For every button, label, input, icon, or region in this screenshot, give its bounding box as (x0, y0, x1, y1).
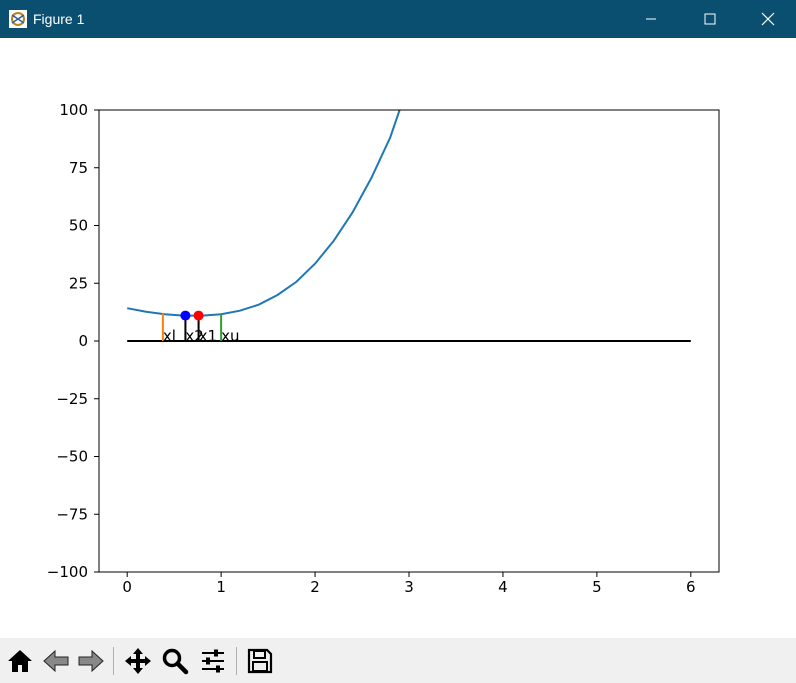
y-tick-label: 50 (69, 217, 88, 235)
minimize-button[interactable] (622, 0, 680, 38)
y-tick-label: −25 (56, 390, 88, 408)
x-tick-label: 3 (404, 578, 414, 596)
x-tick-label: 1 (216, 578, 226, 596)
x-tick-label: 6 (686, 578, 696, 596)
navigation-toolbar (0, 638, 796, 683)
y-tick-label: −75 (56, 505, 88, 523)
forward-button[interactable] (75, 645, 107, 677)
maximize-button[interactable] (681, 0, 739, 38)
series-line (127, 110, 401, 317)
marker-label-xu: xu (221, 327, 239, 345)
matplotlib-app-icon (8, 9, 28, 29)
x-tick-label: 5 (592, 578, 602, 596)
configure-subplots-button[interactable] (197, 645, 229, 677)
data-point (180, 310, 191, 321)
move-icon (125, 648, 151, 674)
x-tick-label: 4 (498, 578, 508, 596)
magnifier-icon (162, 648, 189, 675)
toolbar-separator (236, 647, 237, 675)
close-icon (761, 12, 775, 26)
window-titlebar: Figure 1 (0, 0, 796, 38)
marker-label-xl: xl (163, 327, 176, 345)
y-tick-label: −100 (47, 563, 88, 581)
window-title: Figure 1 (33, 11, 85, 27)
y-tick-label: 25 (69, 274, 88, 292)
floppy-disk-icon (247, 648, 273, 674)
x-tick-label: 0 (122, 578, 132, 596)
back-arrow-icon (43, 649, 69, 673)
y-tick-label: 0 (78, 332, 88, 350)
forward-arrow-icon (78, 649, 104, 673)
minimize-icon (646, 18, 656, 20)
marker-label-x1: x1 (199, 327, 217, 345)
save-button[interactable] (244, 645, 276, 677)
maximize-icon (704, 13, 716, 25)
axes-frame (98, 109, 720, 573)
back-button[interactable] (40, 645, 72, 677)
home-icon (8, 650, 32, 672)
data-point (193, 310, 204, 321)
pan-button[interactable] (122, 645, 154, 677)
x-tick-label: 2 (310, 578, 320, 596)
zoom-button[interactable] (159, 645, 191, 677)
close-button[interactable] (739, 0, 796, 38)
figure-canvas[interactable]: 0 1 2 3 4 5 6 100 75 50 25 0 −25 −50 −75 −100 xl x2 x1 xu (0, 38, 796, 638)
y-tick-label: 75 (69, 159, 88, 177)
y-tick-label: −50 (56, 448, 88, 466)
toolbar-separator (113, 647, 114, 675)
y-tick-label: 100 (59, 101, 88, 119)
home-button[interactable] (4, 645, 36, 677)
sliders-icon (202, 649, 224, 673)
